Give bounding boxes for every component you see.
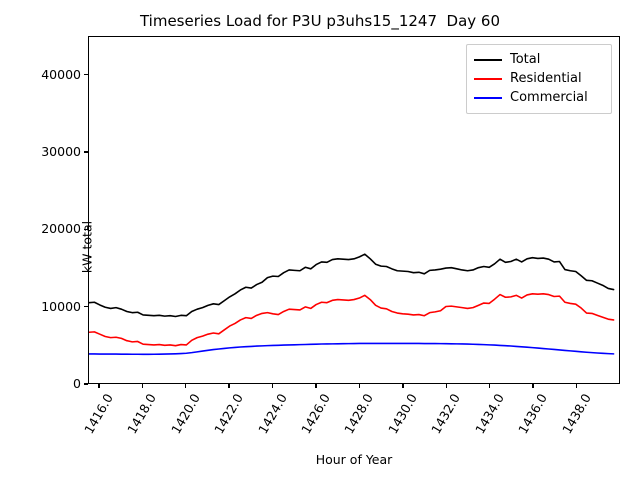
x-tick-label: 1434.0 xyxy=(471,391,507,437)
x-tick-mark xyxy=(575,384,578,388)
x-tick-mark xyxy=(315,384,317,388)
y-tick-mark xyxy=(84,306,88,308)
y-tick-mark xyxy=(84,151,88,153)
x-tick-label: 1430.0 xyxy=(384,391,420,437)
x-axis-label: Hour of Year xyxy=(315,452,393,467)
x-tick-label: 1426.0 xyxy=(298,391,333,437)
chart-title: Timeseries Load for P3U p3uhs15_1247 Day… xyxy=(139,12,501,30)
legend-label-total: Total xyxy=(510,52,541,67)
legend-swatch-commercial xyxy=(474,96,502,99)
x-tick-mark xyxy=(185,384,187,388)
x-tick-label: 1438.0 xyxy=(558,391,594,437)
x-tick-label: 1424.0 xyxy=(254,391,290,437)
x-tick-mark xyxy=(271,384,274,388)
x-tick-mark xyxy=(141,384,143,388)
x-tick-label: 1432.0 xyxy=(428,391,464,437)
y-tick-mark xyxy=(84,228,88,230)
legend-label-commercial: Commercial xyxy=(510,90,588,105)
plot-svg xyxy=(89,253,615,356)
y-tick-mark xyxy=(84,74,88,76)
legend-swatch-residential xyxy=(474,77,502,80)
x-tick-label: 1418.0 xyxy=(124,391,160,437)
x-tick-mark xyxy=(402,384,404,388)
x-tick-mark xyxy=(445,384,447,388)
x-tick-label: 1422.0 xyxy=(211,391,247,437)
y-tick-label: 10000 xyxy=(41,298,81,314)
x-tick-label: 1420.0 xyxy=(167,391,203,437)
series-line-residential xyxy=(89,293,615,347)
series-line-total xyxy=(89,253,615,318)
legend-swatch-total xyxy=(474,58,502,61)
x-tick-mark xyxy=(228,384,230,388)
y-tick-label: 30000 xyxy=(41,144,81,159)
legend-item[interactable]: Commercial xyxy=(474,88,604,107)
x-tick-label: 1416.0 xyxy=(80,391,116,437)
legend-label-residential: Residential xyxy=(510,71,582,86)
y-tick-label: 20000 xyxy=(41,221,81,237)
legend-item[interactable]: Total xyxy=(474,50,604,69)
x-tick-label: 1436.0 xyxy=(515,391,551,437)
x-tick-mark xyxy=(98,384,100,388)
legend-item[interactable]: Residential xyxy=(474,69,604,88)
x-tick-label: 1428.0 xyxy=(341,391,377,437)
x-tick-mark xyxy=(532,384,534,388)
x-tick-mark xyxy=(358,384,361,388)
y-tick-label: 40000 xyxy=(41,66,81,82)
series-line-commercial xyxy=(89,342,615,356)
y-tick-label: 0 xyxy=(73,376,81,391)
y-tick-mark xyxy=(84,383,88,385)
x-tick-mark xyxy=(489,384,491,388)
chart-legend: Total Residential Commercial xyxy=(466,44,612,114)
